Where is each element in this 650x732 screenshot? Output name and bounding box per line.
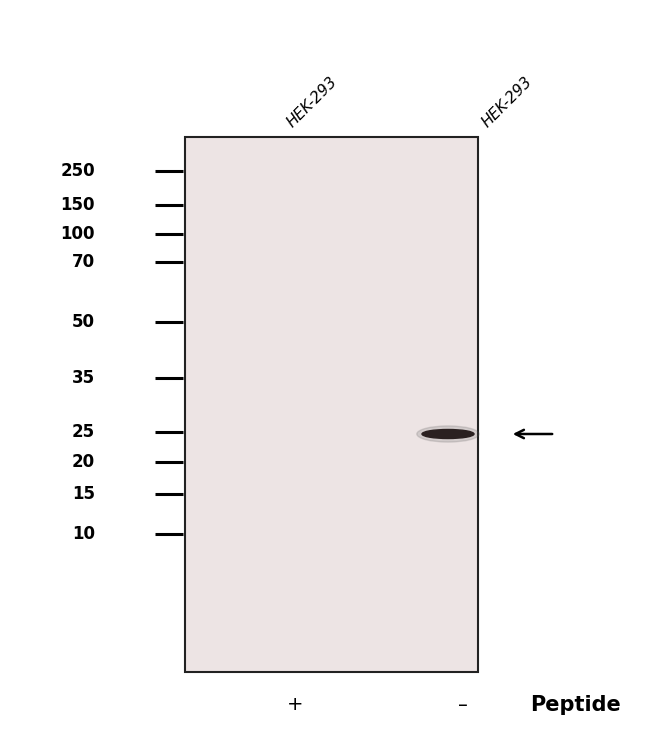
Text: 20: 20	[72, 453, 95, 471]
Text: 50: 50	[72, 313, 95, 331]
Text: 70: 70	[72, 253, 95, 271]
Text: +: +	[287, 695, 304, 714]
Text: HEK-293: HEK-293	[285, 74, 341, 130]
Text: HEK-293: HEK-293	[480, 74, 536, 130]
Text: 100: 100	[60, 225, 95, 243]
Ellipse shape	[417, 426, 479, 442]
Bar	[185, 137, 478, 672]
Text: 15: 15	[72, 485, 95, 503]
Text: 35: 35	[72, 369, 95, 387]
Text: Peptide: Peptide	[530, 695, 621, 715]
Text: 10: 10	[72, 525, 95, 543]
Text: 250: 250	[60, 162, 95, 180]
Ellipse shape	[422, 430, 474, 438]
Text: –: –	[458, 695, 468, 714]
Text: 25: 25	[72, 423, 95, 441]
Text: 150: 150	[60, 196, 95, 214]
